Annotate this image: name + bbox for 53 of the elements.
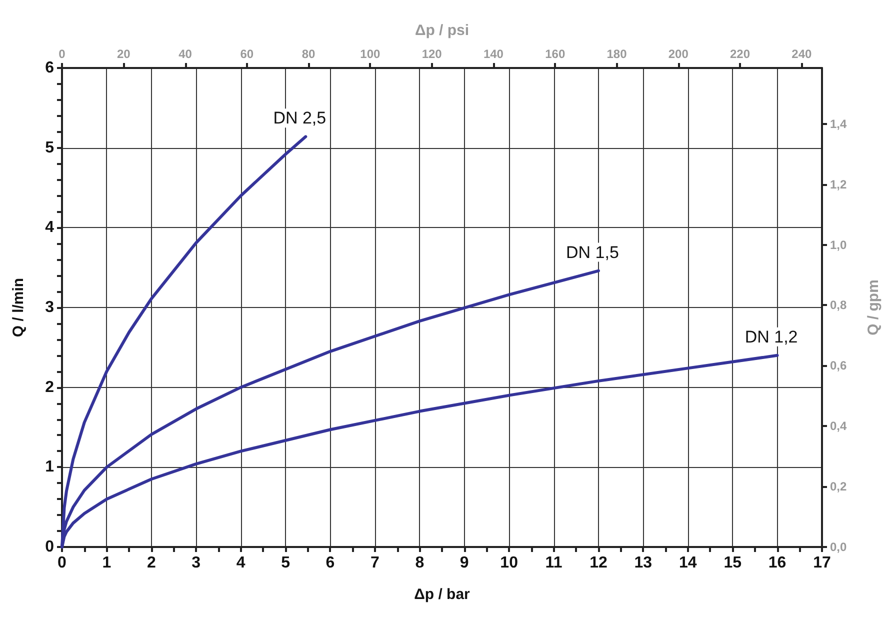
x2-tick-label: 60: [240, 47, 254, 61]
y2-tick-label: 0,4: [830, 419, 848, 434]
y2-tick-label: 0,0: [830, 540, 848, 554]
y-tick-label: 0: [45, 538, 54, 556]
series-label: DN 1,2: [744, 327, 798, 346]
x2-tick-label: 0: [58, 47, 66, 61]
x-tick-label: 7: [370, 554, 380, 572]
x-tick-label: 1: [102, 554, 112, 572]
x-tick-label: 3: [192, 554, 201, 572]
x2-tick-label: 200: [668, 47, 689, 61]
y2-tick-label: 1,0: [830, 238, 848, 252]
y2-tick-label: 1,4: [830, 116, 848, 131]
x-tick-label: 14: [678, 554, 697, 572]
x2-tick-label: 100: [360, 47, 381, 61]
x-tick-label: 13: [634, 554, 652, 572]
x2-tick-label: 80: [302, 47, 316, 61]
x-tick-label: 9: [460, 554, 469, 572]
x-tick-label: 5: [281, 554, 290, 572]
series-label: DN 1,5: [566, 242, 619, 262]
x-tick-label: 8: [415, 554, 424, 572]
x-tick-label: 0: [58, 554, 67, 572]
x2-tick-label: 20: [116, 47, 131, 61]
x-tick-label: 17: [813, 554, 831, 572]
y2-tick-label: 0,2: [830, 480, 848, 494]
y2-tick-label: 0,6: [830, 358, 848, 373]
x-tick-label: 12: [590, 554, 608, 572]
y-axis-title: Q / l/min: [10, 278, 27, 338]
y2-axis-title: Q / gpm: [865, 280, 882, 336]
x-axis-title: Δp / bar: [414, 586, 470, 603]
x2-tick-label: 140: [483, 47, 504, 61]
x2-tick-label: 240: [792, 47, 812, 61]
x2-tick-label: 220: [730, 47, 750, 61]
y-tick-label: 2: [45, 378, 54, 396]
x-tick-label: 2: [146, 554, 156, 572]
x-tick-label: 11: [545, 554, 562, 572]
x-tick-label: 4: [236, 554, 246, 572]
x2-axis-title: Δp / psi: [414, 22, 470, 39]
x-tick-label: 16: [768, 554, 786, 572]
y-tick-label: 3: [45, 299, 54, 316]
x-tick-label: 15: [724, 554, 742, 572]
x2-tick-label: 40: [178, 47, 192, 61]
y-tick-label: 6: [45, 60, 54, 76]
x-tick-label: 6: [326, 554, 335, 572]
x2-tick-label: 180: [606, 47, 628, 61]
x2-tick-label: 120: [422, 47, 442, 61]
y2-tick-label: 1,2: [830, 177, 848, 192]
x-tick-label: 10: [500, 554, 518, 572]
y2-tick-label: 0,8: [830, 298, 848, 312]
y-tick-label: 5: [45, 139, 54, 156]
x2-tick-label: 160: [545, 47, 566, 61]
series-label: DN 2,5: [273, 108, 326, 128]
y-tick-label: 4: [45, 219, 54, 236]
y-tick-label: 1: [45, 458, 54, 476]
